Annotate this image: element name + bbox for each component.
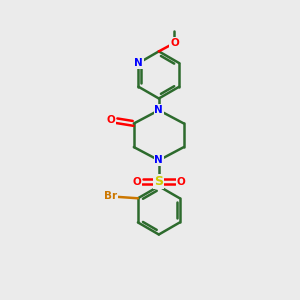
Text: N: N: [154, 105, 163, 115]
Text: O: O: [170, 38, 179, 48]
Text: N: N: [134, 58, 143, 68]
Text: S: S: [154, 175, 163, 188]
Text: O: O: [107, 115, 116, 125]
Text: N: N: [154, 155, 163, 165]
Text: O: O: [176, 176, 185, 187]
Text: O: O: [132, 176, 141, 187]
Text: Br: Br: [104, 191, 117, 201]
